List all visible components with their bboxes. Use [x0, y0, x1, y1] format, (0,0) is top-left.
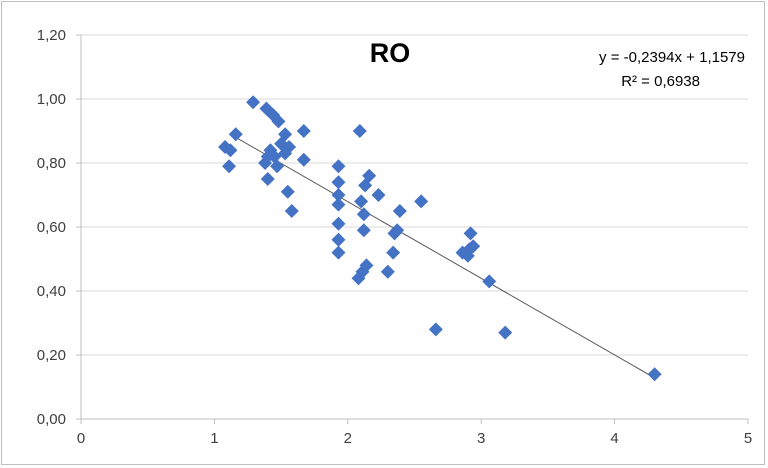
data-point — [428, 322, 443, 337]
data-point — [331, 188, 346, 202]
data-point — [270, 159, 285, 174]
data-point — [392, 204, 407, 218]
axes — [76, 34, 749, 424]
data-point — [354, 194, 369, 209]
data-point — [414, 194, 429, 209]
chart-title: RO — [370, 38, 411, 68]
x-tick-label: 1 — [210, 430, 218, 447]
data-point — [331, 232, 346, 247]
data-point — [222, 159, 237, 174]
data-point — [271, 114, 286, 129]
y-tick-labels: 0,00 0,20 0,40 0,60 0,80 1,00 1,20 — [37, 27, 66, 428]
trendline — [234, 136, 655, 379]
data-point — [356, 223, 371, 238]
data-point — [280, 184, 295, 199]
data-point — [359, 258, 374, 273]
x-tick-label: 5 — [744, 430, 752, 447]
trendline-layer — [234, 136, 655, 379]
data-point — [331, 175, 346, 190]
data-point — [296, 152, 311, 167]
data-point — [246, 95, 261, 110]
data-point — [371, 188, 386, 202]
x-tick-label: 3 — [477, 430, 485, 447]
data-point — [331, 197, 346, 212]
data-point — [498, 325, 513, 340]
y-tick-label: 1,20 — [37, 27, 66, 44]
data-point — [362, 168, 377, 183]
data-points — [218, 95, 662, 382]
x-tick-label: 2 — [344, 430, 352, 447]
data-point — [463, 226, 478, 241]
y-tick-label: 0,40 — [37, 283, 66, 300]
y-tick-label: 0,20 — [37, 347, 66, 364]
data-point — [386, 245, 401, 260]
data-point — [466, 239, 481, 254]
y-tick-label: 0,80 — [37, 155, 66, 172]
x-tick-labels: 0 1 2 3 4 5 — [77, 430, 752, 447]
trendline-r2: R² = 0,6938 — [621, 73, 700, 90]
data-point — [356, 207, 371, 222]
data-point — [284, 204, 299, 218]
y-tick-label: 0,00 — [37, 411, 66, 428]
data-point — [282, 140, 297, 154]
data-point — [647, 367, 662, 382]
data-point — [296, 124, 311, 138]
y-tick-label: 1,00 — [37, 91, 66, 108]
data-point — [223, 143, 238, 158]
data-point — [331, 216, 346, 231]
x-tick-label: 0 — [77, 430, 85, 447]
x-tick-label: 4 — [610, 430, 618, 447]
data-point — [260, 172, 275, 186]
data-point — [352, 124, 367, 138]
y-tick-label: 0,60 — [37, 219, 66, 236]
data-point — [278, 127, 293, 142]
gridlines — [81, 34, 748, 356]
data-point — [380, 264, 395, 279]
data-point — [331, 245, 346, 260]
data-point — [331, 159, 346, 174]
trendline-equation: y = -0,2394x + 1,1579 — [599, 49, 745, 66]
data-point — [228, 127, 243, 142]
data-point — [390, 223, 405, 238]
data-point — [482, 274, 497, 289]
